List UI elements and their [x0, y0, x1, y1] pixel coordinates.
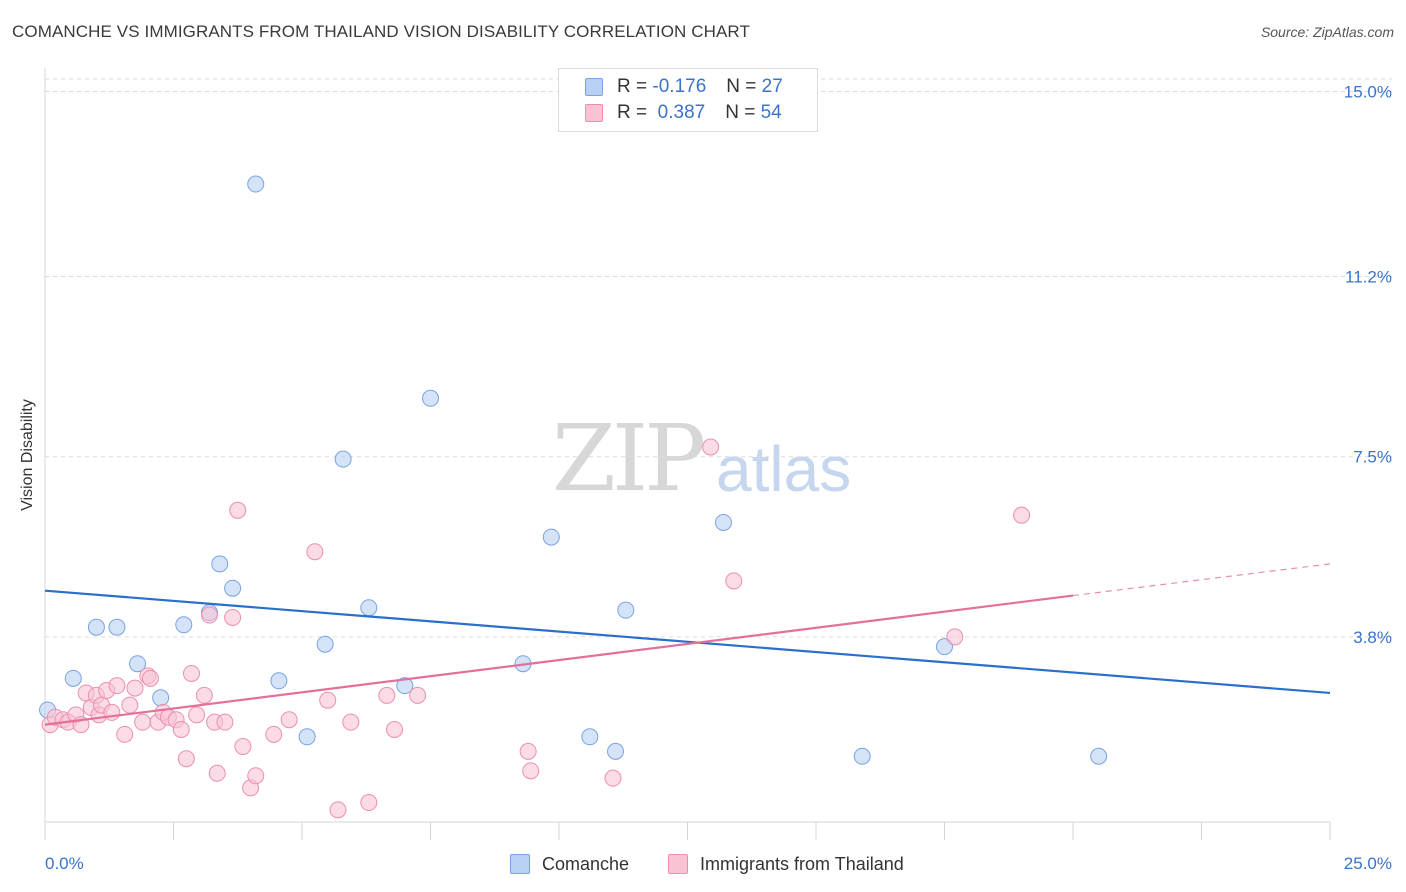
comanche-point — [581, 728, 599, 746]
thailand-point — [265, 725, 283, 743]
comanche-point — [1090, 747, 1108, 765]
comanche-point — [617, 601, 635, 619]
thailand-point — [1013, 506, 1031, 524]
thailand-point — [522, 762, 540, 780]
y-tick-label: 15.0% — [1344, 82, 1392, 101]
thailand-trend-line — [44, 594, 1074, 726]
legend-row-comanche: R = -0.176 N = 27 — [585, 74, 783, 100]
y-tick-label: 3.8% — [1353, 628, 1392, 647]
legend-r-value: -0.176 — [652, 76, 707, 97]
tick-labels: 3.8% 7.5% 11.2% 15.0% 0.0% 25.0% — [45, 82, 1392, 873]
thailand-point — [702, 438, 720, 456]
thailand-point — [329, 801, 347, 819]
legend-r-label: R = — [617, 76, 648, 97]
thailand-point — [306, 543, 324, 561]
x-tick-label: 0.0% — [45, 854, 84, 873]
thailand-point — [319, 691, 337, 709]
legend-r-label: R = — [617, 102, 648, 123]
thailand-point — [229, 501, 247, 519]
y-tick-label: 11.2% — [1345, 268, 1392, 287]
thailand-trend-extension — [1072, 563, 1331, 597]
comanche-point — [334, 450, 352, 468]
bottom-legend-label: Immigrants from Thailand — [700, 853, 904, 874]
y-tick-label: 7.5% — [1353, 448, 1392, 467]
comanche-point — [396, 677, 414, 695]
source-label: Source: ZipAtlas.com — [1260, 24, 1394, 40]
comanche-point — [936, 638, 953, 656]
thailand-point — [247, 767, 265, 785]
thailand-point — [116, 725, 134, 743]
thailand-point — [182, 664, 200, 682]
thailand-point — [103, 703, 121, 721]
comanche-swatch — [585, 78, 603, 96]
legend-n-value: 27 — [761, 76, 783, 97]
comanche-point — [360, 599, 378, 617]
thailand-point — [177, 750, 195, 768]
thailand-swatch — [668, 854, 688, 874]
comanche-point — [175, 616, 193, 634]
thailand-point — [386, 720, 404, 738]
thailand-point — [360, 794, 378, 812]
thailand-point — [172, 720, 190, 738]
legend-n-label: N = — [725, 102, 756, 123]
thailand-point — [280, 711, 298, 729]
comanche-point — [853, 747, 871, 765]
thailand-point — [200, 606, 218, 624]
data-points — [39, 175, 1108, 819]
comanche-point — [129, 655, 147, 673]
legend-n-value: 54 — [760, 102, 782, 123]
thailand-point — [378, 686, 396, 704]
thailand-point — [188, 706, 206, 724]
thailand-point — [342, 713, 360, 731]
thailand-point — [234, 738, 252, 756]
watermark-zip: ZIP — [552, 405, 706, 512]
thailand-point — [519, 742, 537, 760]
thailand-point — [604, 769, 622, 787]
comanche-point — [108, 618, 126, 636]
thailand-point — [108, 677, 126, 695]
comanche-point — [542, 528, 560, 546]
comanche-point — [152, 689, 170, 707]
thailand-point — [134, 713, 152, 731]
thailand-point — [224, 608, 242, 626]
x-tick-label: 25.0% — [1344, 854, 1392, 873]
comanche-point — [316, 635, 334, 653]
bottom-legend-comanche: Comanche — [510, 852, 629, 876]
legend-r-value: 0.387 — [657, 102, 706, 123]
watermark-atlas: atlas — [716, 433, 852, 505]
grid-lines — [45, 78, 1392, 638]
thailand-point — [195, 686, 213, 704]
thailand-point — [126, 679, 144, 697]
trend-lines — [44, 563, 1331, 726]
thailand-point — [216, 713, 234, 731]
axes — [44, 68, 1331, 840]
comanche-point — [247, 175, 265, 193]
comanche-point — [607, 742, 625, 760]
legend-row-thailand: R = 0.387 N = 54 — [585, 100, 782, 126]
comanche-point — [211, 555, 229, 573]
comanche-point — [714, 513, 732, 531]
comanche-point — [422, 389, 439, 407]
comanche-point — [87, 618, 105, 636]
correlation-legend: R = -0.176 N = 27 R = 0.387 N = 54 — [558, 68, 818, 132]
comanche-point — [298, 728, 316, 746]
thailand-point — [121, 696, 139, 714]
thailand-point — [141, 669, 159, 687]
thailand-point — [946, 628, 964, 646]
comanche-point — [270, 672, 288, 690]
thailand-point — [208, 764, 226, 782]
thailand-point — [409, 686, 427, 704]
thailand-swatch — [585, 104, 603, 122]
comanche-trend-line — [44, 589, 1331, 695]
comanche-swatch — [510, 854, 530, 874]
thailand-point — [725, 572, 743, 590]
comanche-point — [64, 669, 82, 687]
bottom-legend-thailand: Immigrants from Thailand — [668, 852, 904, 876]
comanche-point — [224, 579, 242, 597]
legend-n-label: N = — [726, 76, 757, 97]
bottom-legend-label: Comanche — [542, 853, 630, 874]
chart-title: COMANCHE VS IMMIGRANTS FROM THAILAND VIS… — [12, 22, 750, 41]
